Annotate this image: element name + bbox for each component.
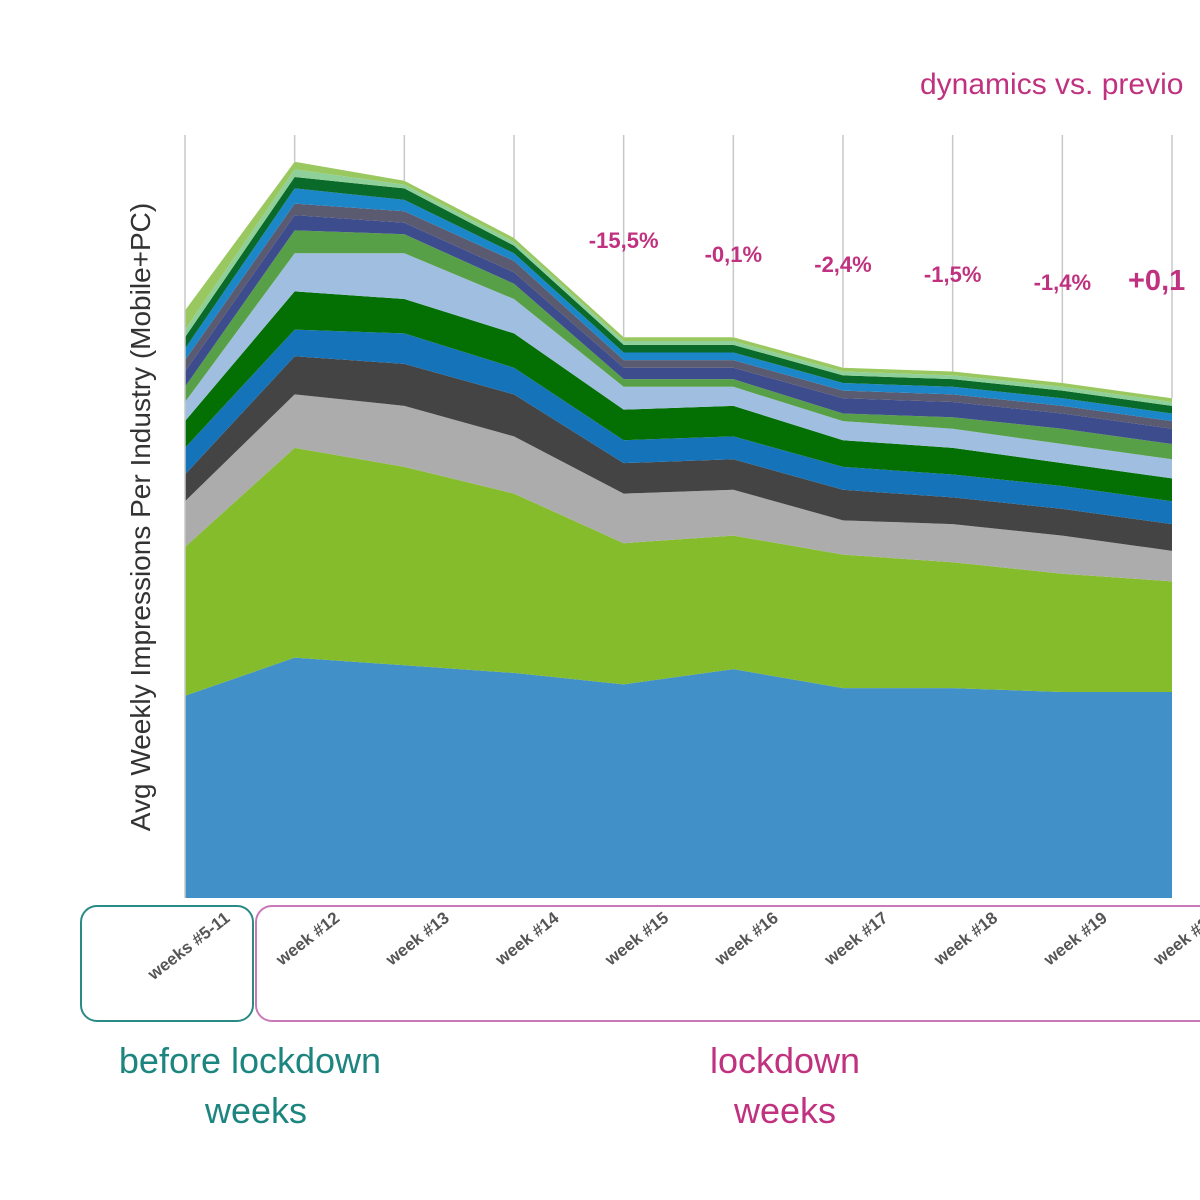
x-tick-label: week #17 [820, 908, 891, 970]
before-lockdown-label-line1: before lockdown [119, 1040, 381, 1081]
lockdown-label-line1: lockdown [710, 1040, 860, 1081]
area-series-8 [185, 230, 1172, 460]
y-axis-label: Avg Weekly Impressions Per Industry (Mob… [125, 203, 156, 831]
area-series-7 [185, 253, 1172, 479]
lockdown-label-line2: weeks [733, 1090, 836, 1131]
x-tick-label: week #14 [491, 908, 563, 970]
before-lockdown-label-line2: weeks [204, 1090, 307, 1131]
x-tick-label: week #12 [272, 908, 343, 970]
area-series-1 [185, 657, 1172, 898]
area-series-4 [185, 356, 1172, 551]
gridlines [184, 135, 1173, 898]
area-series-12 [185, 176, 1172, 414]
x-tick-label: week #20 [1149, 908, 1200, 970]
x-tick-label: week #18 [930, 908, 1001, 970]
area-series-10 [185, 203, 1172, 429]
dynamics-title: dynamics vs. previo [920, 68, 1183, 101]
area-series-5 [185, 329, 1172, 525]
x-axis-ticks: weeks #5-11 week #12 week #13 week #14 week … [144, 908, 1200, 984]
dynamics-label: -1,5% [924, 262, 981, 287]
area-series-2 [185, 447, 1172, 696]
x-tick-label: week #13 [381, 908, 452, 970]
x-tick-label: week #16 [710, 908, 781, 970]
lockdown-box [255, 905, 1200, 1022]
dynamics-label: -2,4% [814, 252, 871, 277]
before-lockdown-box [80, 905, 254, 1022]
x-tick-label: week #19 [1039, 908, 1110, 970]
x-tick-label: week #15 [601, 908, 672, 970]
dynamics-label: -0,1% [705, 242, 762, 267]
dynamics-label: -1,4% [1034, 270, 1091, 295]
dynamics-labels: -15,5% -0,1% -2,4% -1,5% -1,4% +0,1 [589, 228, 1185, 297]
x-tick-label: weeks #5-11 [144, 908, 234, 984]
area-series-9 [185, 215, 1172, 445]
dynamics-label: -15,5% [589, 228, 659, 253]
area-series-3 [185, 394, 1172, 582]
dynamics-label: +0,1 [1128, 265, 1185, 297]
area-series-6 [185, 291, 1172, 502]
area-series-11 [185, 188, 1172, 422]
area-series-group [185, 161, 1172, 898]
